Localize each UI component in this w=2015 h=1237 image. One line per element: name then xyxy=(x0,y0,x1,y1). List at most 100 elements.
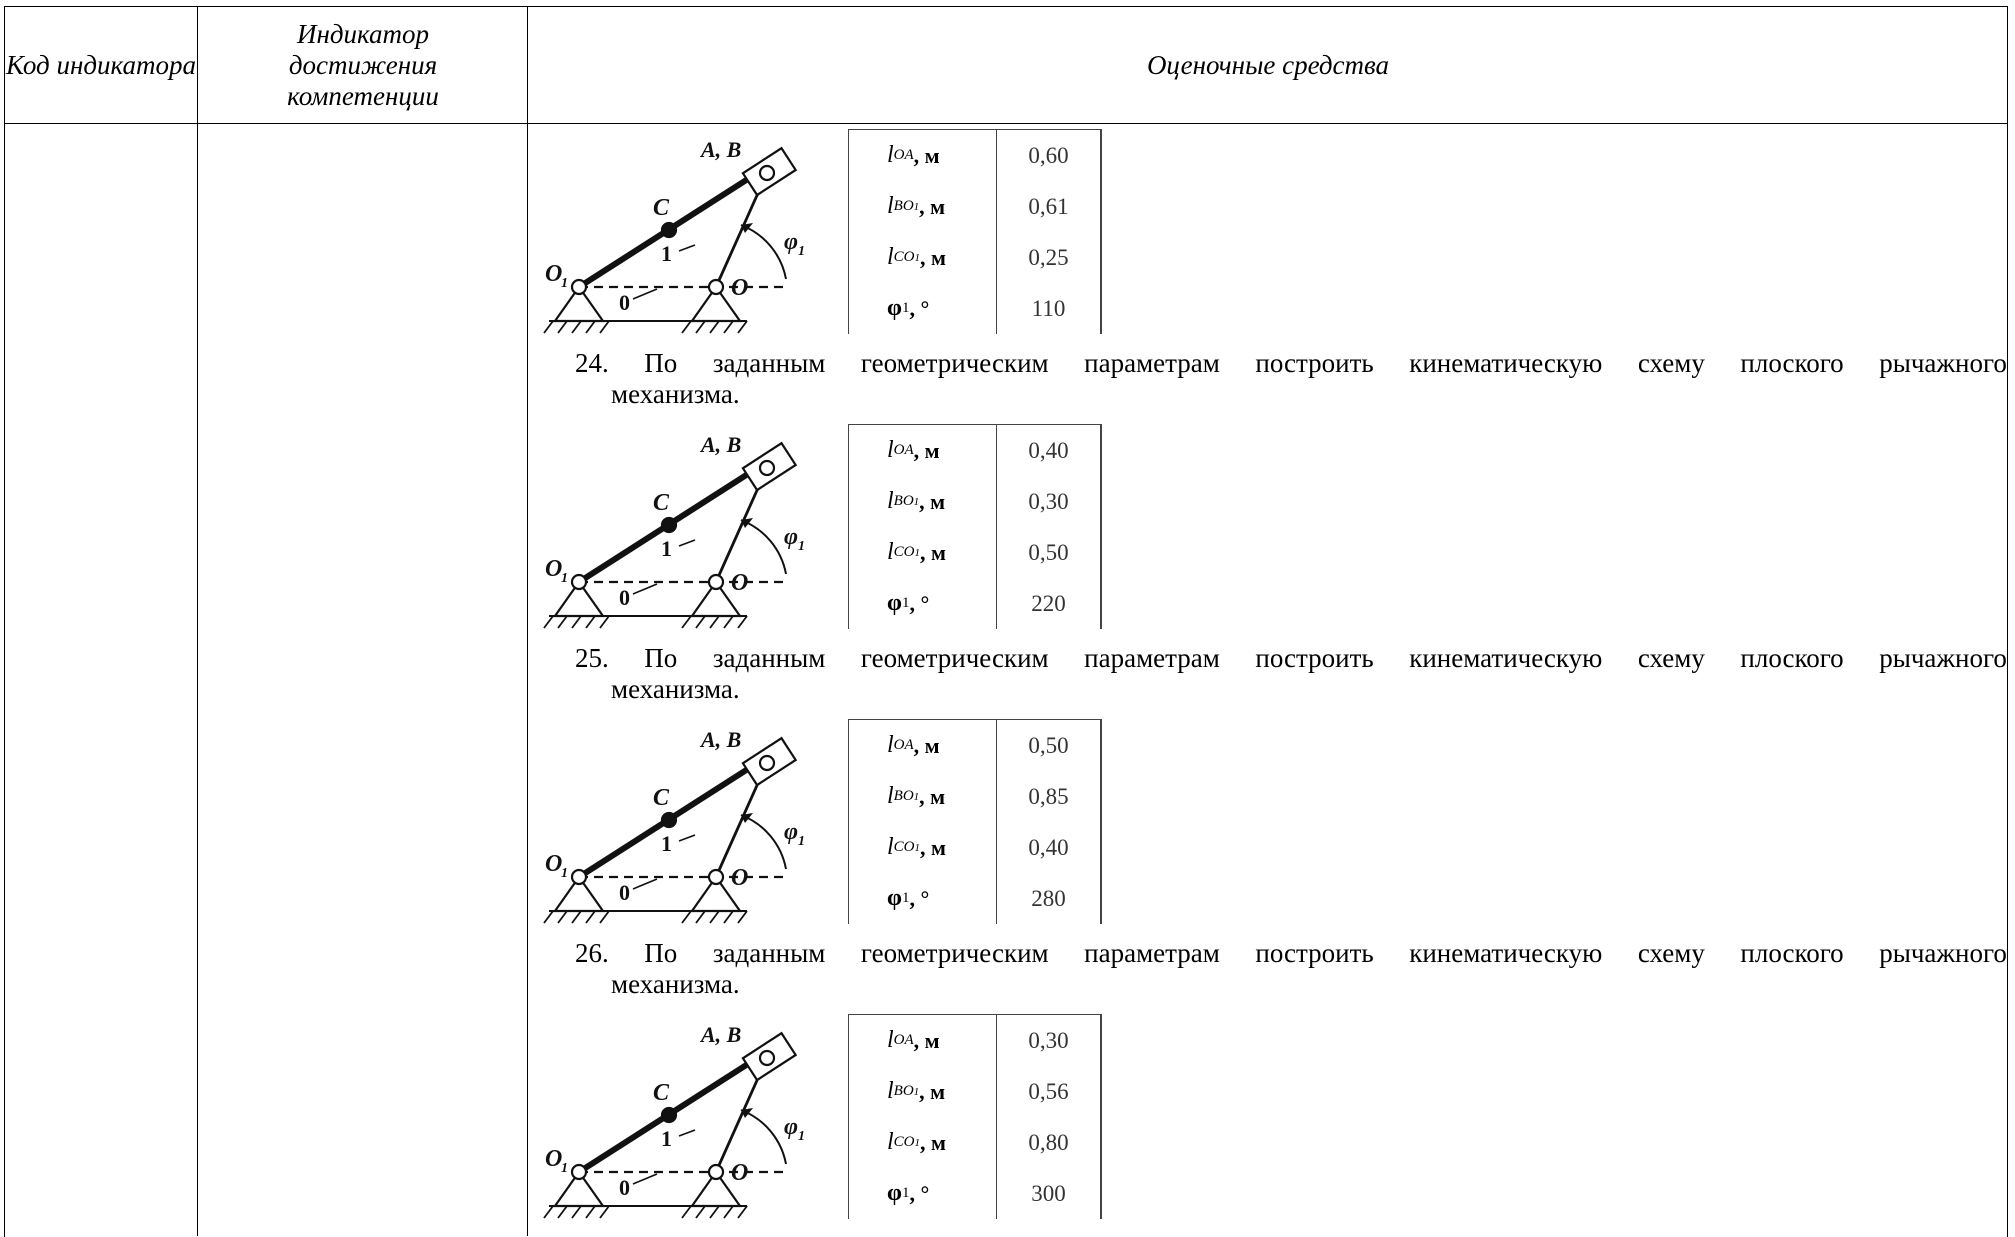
joint-o xyxy=(707,868,725,886)
label-c: C xyxy=(653,785,670,811)
parameter-values: 0,40 0,30 0,50 220 xyxy=(997,425,1101,629)
joint-o xyxy=(707,1163,725,1181)
point-c xyxy=(660,811,678,829)
label-link-1: 1 xyxy=(661,536,672,561)
task-item: 24. По заданным геометрическим параметрам пос… xyxy=(575,348,2007,410)
param-l-oa: l OA, м xyxy=(887,142,940,168)
label-ab: A, B xyxy=(699,727,741,752)
label-link-1: 1 xyxy=(661,1126,672,1151)
param-l-co1: l CO 1, м xyxy=(887,1129,947,1155)
task-line-continuation: механизма. xyxy=(611,379,740,409)
joint-b xyxy=(758,1049,776,1067)
svg-text:1: 1 xyxy=(798,834,805,849)
task-line: 24. По заданным геометрическим параметрам пос… xyxy=(575,348,2007,379)
parameter-values: 0,60 0,61 0,25 110 xyxy=(997,130,1101,334)
ground-hatch xyxy=(543,910,748,924)
label-o1: O xyxy=(545,851,562,877)
task-line-continuation: механизма. xyxy=(611,969,740,999)
task-word: рычажного xyxy=(1879,938,2007,968)
value-l-oa: 0,30 xyxy=(1028,1027,1069,1053)
task-word: параметрам xyxy=(1084,938,1220,968)
task-word: плоского xyxy=(1740,348,1844,378)
joint-b xyxy=(758,164,776,182)
value-l-oa: 0,60 xyxy=(1028,142,1069,168)
param-l-bo1: l BO 1, м xyxy=(887,193,946,219)
header-divider xyxy=(4,123,2008,124)
joint-o1 xyxy=(570,573,588,591)
joint-o1 xyxy=(570,868,588,886)
svg-text:1: 1 xyxy=(561,1161,568,1176)
angle-arc xyxy=(740,1109,787,1165)
param-l-co1: l CO 1, м xyxy=(887,244,947,270)
param-l-bo1: l BO 1, м xyxy=(887,488,946,514)
mechanism-diagram: A, B C O 1 O φ 1 1 0 xyxy=(543,432,805,629)
joint-b xyxy=(758,459,776,477)
column-divider xyxy=(527,6,528,1236)
task-word: построить xyxy=(1255,938,1374,968)
value-l-co1: 0,40 xyxy=(1028,834,1069,860)
header-indicator-code: Код индикатора xyxy=(6,49,196,80)
task-item: 25. По заданным геометрическим параметрам пос… xyxy=(575,643,2007,705)
parameter-values: 0,30 0,56 0,80 300 xyxy=(997,1015,1101,1219)
value-l-oa: 0,40 xyxy=(1028,437,1069,463)
param-l-co1: l CO 1, м xyxy=(887,539,947,565)
task-word: заданным xyxy=(712,643,826,673)
angle-arc xyxy=(740,519,787,575)
ground-hatch xyxy=(543,1205,748,1219)
task-word: схему xyxy=(1637,348,1705,378)
angle-arc xyxy=(740,814,787,870)
label-c: C xyxy=(653,490,670,516)
label-c: C xyxy=(653,195,670,221)
task-word: геометрическим xyxy=(860,938,1049,968)
label-phi: φ xyxy=(784,1114,798,1140)
label-o: O xyxy=(731,865,748,891)
label-o1: O xyxy=(545,1146,562,1172)
label-phi: φ xyxy=(784,229,798,255)
task-word: кинематическую xyxy=(1409,938,1603,968)
value-phi1: 280 xyxy=(1031,885,1066,911)
task-word: геометрическим xyxy=(860,643,1049,673)
joint-o xyxy=(707,278,725,296)
mechanism-figure: A, B C O 1 O φ 1 1 0 l OA, м l BO 1, м l CO 1… xyxy=(541,719,1102,925)
task-word: схему xyxy=(1637,643,1705,673)
label-link-0: 0 xyxy=(619,585,630,610)
task-word: параметрам xyxy=(1084,643,1220,673)
mechanism-diagram: A, B C O 1 O φ 1 1 0 xyxy=(543,1022,805,1219)
task-word: построить xyxy=(1255,643,1374,673)
angle-arc xyxy=(740,224,787,280)
task-word: кинематическую xyxy=(1409,643,1603,673)
svg-text:1: 1 xyxy=(798,539,805,554)
label-o1: O xyxy=(545,556,562,582)
param-l-oa: l OA, м xyxy=(887,732,940,758)
value-l-bo1: 0,61 xyxy=(1028,193,1069,219)
point-c xyxy=(660,516,678,534)
label-phi: φ xyxy=(784,524,798,550)
task-word: По xyxy=(644,938,678,968)
task-word: схему xyxy=(1637,938,1705,968)
svg-text:1: 1 xyxy=(798,244,805,259)
value-l-co1: 0,80 xyxy=(1028,1129,1069,1155)
task-word: построить xyxy=(1255,348,1374,378)
task-word: плоского xyxy=(1740,938,1844,968)
value-l-bo1: 0,56 xyxy=(1028,1078,1069,1104)
task-line-continuation: механизма. xyxy=(611,674,740,704)
angle-arrow xyxy=(741,1108,753,1118)
angle-arrow xyxy=(741,518,753,528)
task-word: кинематическую xyxy=(1409,348,1603,378)
label-link-0: 0 xyxy=(619,880,630,905)
mechanism-figure: A, B C O 1 O φ 1 1 0 l OA, м l BO 1, м l CO 1… xyxy=(541,1014,1102,1220)
label-link-0: 0 xyxy=(619,1175,630,1200)
value-phi1: 300 xyxy=(1031,1180,1066,1206)
task-word: рычажного xyxy=(1879,348,2007,378)
task-word: параметрам xyxy=(1084,348,1220,378)
param-l-oa: l OA, м xyxy=(887,1027,940,1053)
task-number: 26. xyxy=(575,938,609,968)
task-number: 24. xyxy=(575,348,609,378)
param-l-oa: l OA, м xyxy=(887,437,940,463)
